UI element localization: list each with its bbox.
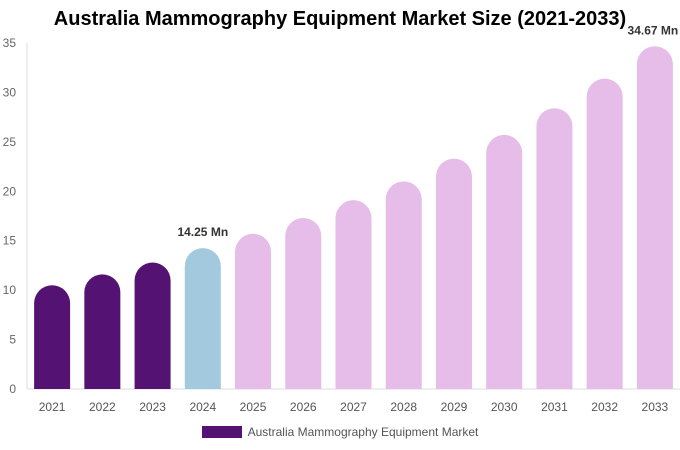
- x-tick-label: 2029: [441, 400, 468, 414]
- data-label: 34.67 Mn: [628, 23, 679, 37]
- legend: Australia Mammography Equipment Market: [0, 425, 680, 439]
- bar-2030: [486, 134, 523, 389]
- y-tick-label: 5: [9, 333, 16, 347]
- bar-2033: [636, 46, 673, 390]
- bar-2022: [84, 274, 121, 389]
- data-label: 14.25 Mn: [177, 225, 228, 239]
- bar-2032: [586, 78, 623, 390]
- legend-label: Australia Mammography Equipment Market: [247, 425, 479, 439]
- chart-title: Australia Mammography Equipment Market S…: [53, 8, 627, 30]
- bar-2023: [134, 262, 171, 389]
- x-tick-label: 2021: [39, 400, 66, 414]
- bar-2021: [34, 285, 71, 389]
- bar-2029: [435, 158, 472, 389]
- x-tick-label: 2028: [390, 400, 417, 414]
- y-tick-label: 10: [3, 283, 17, 297]
- x-tick-label: 2023: [139, 400, 166, 414]
- x-tick-label: 2024: [189, 400, 216, 414]
- bar-2024: [184, 248, 221, 389]
- legend-swatch: [201, 426, 242, 438]
- x-tick-label: 2031: [541, 400, 568, 414]
- x-tick-label: 2032: [591, 400, 618, 414]
- y-tick-label: 25: [3, 135, 17, 149]
- bar-2027: [335, 200, 372, 389]
- y-tick-label: 20: [3, 184, 17, 198]
- y-tick-label: 30: [3, 85, 17, 99]
- y-tick-label: 15: [3, 234, 17, 248]
- x-tick-label: 2033: [642, 400, 669, 414]
- x-tick-label: 2027: [340, 400, 367, 414]
- x-tick-label: 2030: [491, 400, 518, 414]
- y-tick-label: 0: [9, 382, 16, 396]
- x-tick-label: 2025: [240, 400, 267, 414]
- bar-2026: [285, 217, 322, 389]
- bar-2025: [235, 233, 272, 389]
- bar-2028: [385, 181, 422, 389]
- x-tick-label: 2026: [290, 400, 317, 414]
- x-tick-label: 2022: [89, 400, 116, 414]
- y-tick-label: 35: [3, 36, 17, 50]
- bar-2031: [536, 108, 573, 389]
